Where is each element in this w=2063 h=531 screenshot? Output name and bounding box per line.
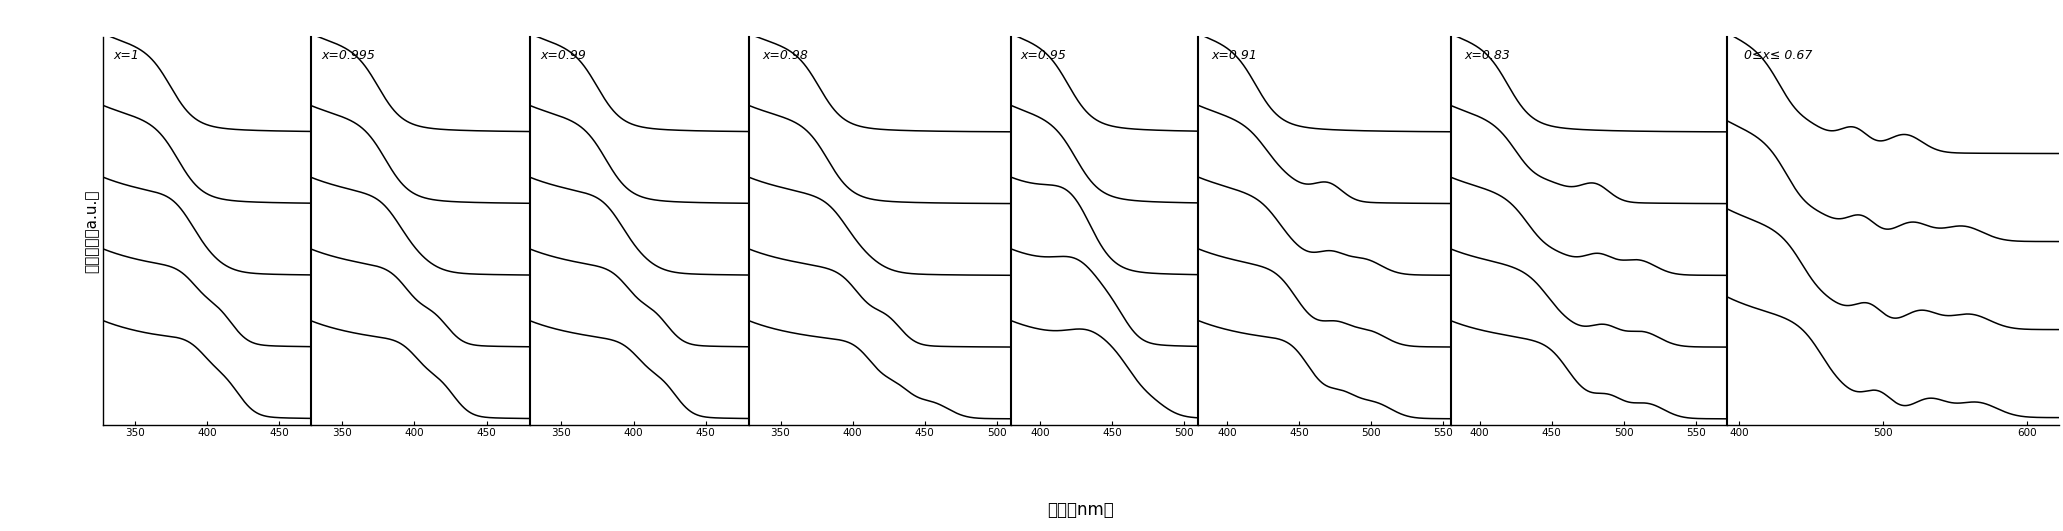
Text: x=0.98: x=0.98 — [761, 49, 809, 62]
Text: x=0.91: x=0.91 — [1211, 49, 1256, 62]
Text: x=0.95: x=0.95 — [1021, 49, 1067, 62]
Text: x=0.995: x=0.995 — [322, 49, 375, 62]
Text: x=0.99: x=0.99 — [541, 49, 586, 62]
Text: x=1: x=1 — [113, 49, 140, 62]
Y-axis label: 吸收强度（a.u.）: 吸收强度（a.u.） — [85, 189, 99, 273]
Text: x=0.83: x=0.83 — [1465, 49, 1510, 62]
Text: 波长（nm）: 波长（nm） — [1048, 501, 1114, 519]
Text: 0≤x≤ 0.67: 0≤x≤ 0.67 — [1743, 49, 1811, 62]
